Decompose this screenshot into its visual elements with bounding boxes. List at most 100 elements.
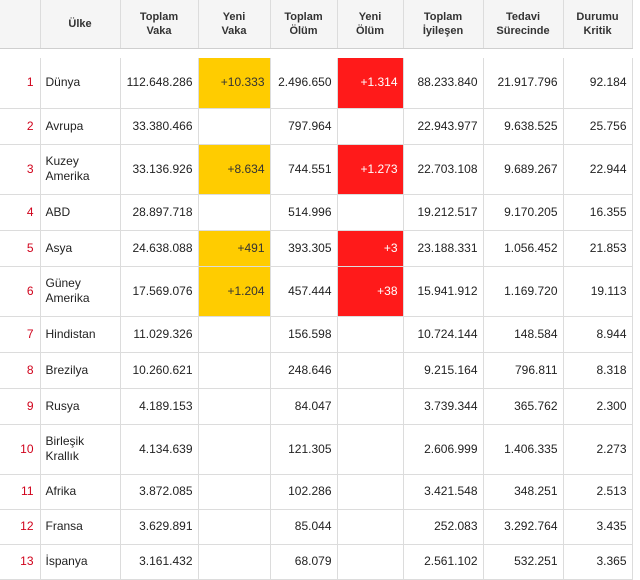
- header-new-deaths[interactable]: Yeni Ölüm: [337, 0, 404, 49]
- critical-cell: 22.944: [563, 144, 633, 195]
- total-cases-cell: 3.872.085: [120, 474, 199, 510]
- rank-cell: 6: [0, 266, 41, 317]
- country-cell: Fransa: [40, 509, 121, 545]
- table-row[interactable]: 2 Avrupa 33.380.466 797.964 22.943.977 9.638.…: [0, 108, 633, 145]
- new-cases-cell: [198, 388, 271, 425]
- table-row[interactable]: 9 Rusya 4.189.153 84.047 3.739.344 365.762 2.3…: [0, 388, 633, 425]
- total-recovered-cell: 22.703.108: [403, 144, 484, 195]
- total-recovered-cell: 22.943.977: [403, 108, 484, 145]
- table-row[interactable]: 1 Dünya 112.648.286 +10.333 2.496.650 +1.314 8…: [0, 58, 633, 109]
- table-row[interactable]: 7 Hindistan 11.029.326 156.598 10.724.144 148…: [0, 316, 633, 353]
- total-deaths-cell: 393.305: [270, 230, 338, 267]
- table-row[interactable]: 3 Kuzey Amerika 33.136.926 +8.634 744.551 +1.…: [0, 144, 633, 195]
- critical-cell: 21.853: [563, 230, 633, 267]
- critical-cell: 19.113: [563, 266, 633, 317]
- header-active-cases[interactable]: Tedavi Sürecinde: [483, 0, 564, 49]
- active-cases-cell: 21.917.796: [483, 58, 564, 109]
- critical-cell: 8.944: [563, 316, 633, 353]
- new-deaths-cell: [337, 424, 404, 475]
- rank-cell: 2: [0, 108, 41, 145]
- new-deaths-cell: [337, 509, 404, 545]
- table-row[interactable]: 6 Güney Amerika 17.569.076 +1.204 457.444 +38…: [0, 266, 633, 317]
- total-recovered-cell: 88.233.840: [403, 58, 484, 109]
- total-cases-cell: 24.638.088: [120, 230, 199, 267]
- new-deaths-cell: [337, 352, 404, 389]
- new-cases-cell: [198, 108, 271, 145]
- total-deaths-cell: 121.305: [270, 424, 338, 475]
- header-total-deaths[interactable]: Toplam Ölüm: [270, 0, 338, 49]
- critical-cell: 2.273: [563, 424, 633, 475]
- total-deaths-cell: 156.598: [270, 316, 338, 353]
- table-spacer-row: [0, 48, 632, 58]
- total-cases-cell: 3.161.432: [120, 544, 199, 580]
- critical-cell: 92.184: [563, 58, 633, 109]
- total-deaths-cell: 84.047: [270, 388, 338, 425]
- total-cases-cell: 33.136.926: [120, 144, 199, 195]
- total-deaths-cell: 514.996: [270, 194, 338, 231]
- active-cases-cell: 9.638.525: [483, 108, 564, 145]
- table-row[interactable]: 8 Brezilya 10.260.621 248.646 9.215.164 796.8…: [0, 352, 633, 389]
- new-cases-cell: +8.634: [198, 144, 271, 195]
- new-deaths-cell: +1.273: [337, 144, 404, 195]
- rank-cell: 8: [0, 352, 41, 389]
- header-critical[interactable]: Durumu Kritik: [563, 0, 633, 49]
- new-deaths-cell: [337, 388, 404, 425]
- active-cases-cell: 9.689.267: [483, 144, 564, 195]
- active-cases-cell: 365.762: [483, 388, 564, 425]
- total-deaths-cell: 744.551: [270, 144, 338, 195]
- table-row[interactable]: 12 Fransa 3.629.891 85.044 252.083 3.292.764 3…: [0, 509, 633, 545]
- total-cases-cell: 28.897.718: [120, 194, 199, 231]
- country-cell: Kuzey Amerika: [40, 144, 121, 195]
- total-recovered-cell: 2.606.999: [403, 424, 484, 475]
- rank-cell: 13: [0, 544, 41, 580]
- table-row[interactable]: 5 Asya 24.638.088 +491 393.305 +3 23.188.331 1.…: [0, 230, 633, 267]
- rank-cell: 3: [0, 144, 41, 195]
- header-new-cases[interactable]: Yeni Vaka: [198, 0, 271, 49]
- new-deaths-cell: [337, 544, 404, 580]
- total-recovered-cell: 23.188.331: [403, 230, 484, 267]
- table-row[interactable]: 13 İspanya 3.161.432 68.079 2.561.102 532.251…: [0, 544, 633, 580]
- critical-cell: 16.355: [563, 194, 633, 231]
- table-row[interactable]: 11 Afrika 3.872.085 102.286 3.421.548 348.251…: [0, 474, 633, 510]
- country-cell: Birleşik Krallık: [40, 424, 121, 475]
- total-recovered-cell: 3.739.344: [403, 388, 484, 425]
- active-cases-cell: 148.584: [483, 316, 564, 353]
- country-cell: ABD: [40, 194, 121, 231]
- table-row[interactable]: 4 ABD 28.897.718 514.996 19.212.517 9.170.205…: [0, 194, 633, 231]
- country-cell: Rusya: [40, 388, 121, 425]
- critical-cell: 2.513: [563, 474, 633, 510]
- active-cases-cell: 3.292.764: [483, 509, 564, 545]
- rank-cell: 10: [0, 424, 41, 475]
- rank-cell: 5: [0, 230, 41, 267]
- active-cases-cell: 796.811: [483, 352, 564, 389]
- country-cell: Afrika: [40, 474, 121, 510]
- total-recovered-cell: 2.561.102: [403, 544, 484, 580]
- country-cell: Brezilya: [40, 352, 121, 389]
- total-recovered-cell: 10.724.144: [403, 316, 484, 353]
- new-cases-cell: +491: [198, 230, 271, 267]
- new-cases-cell: [198, 316, 271, 353]
- total-recovered-cell: 252.083: [403, 509, 484, 545]
- critical-cell: 3.435: [563, 509, 633, 545]
- active-cases-cell: 9.170.205: [483, 194, 564, 231]
- total-cases-cell: 112.648.286: [120, 58, 199, 109]
- header-total-cases[interactable]: Toplam Vaka: [120, 0, 199, 49]
- new-deaths-cell: [337, 474, 404, 510]
- rank-cell: 4: [0, 194, 41, 231]
- country-cell: Asya: [40, 230, 121, 267]
- country-cell: Dünya: [40, 58, 121, 109]
- country-cell: İspanya: [40, 544, 121, 580]
- country-cell: Güney Amerika: [40, 266, 121, 317]
- header-country[interactable]: Ülke: [40, 0, 121, 49]
- new-deaths-cell: +38: [337, 266, 404, 317]
- table-row[interactable]: 10 Birleşik Krallık 4.134.639 121.305 2.606.…: [0, 424, 633, 475]
- total-deaths-cell: 2.496.650: [270, 58, 338, 109]
- header-total-recovered[interactable]: Toplam İyileşen: [403, 0, 484, 49]
- table-header-row: Ülke Toplam Vaka Yeni Vaka Toplam Ölüm Y…: [0, 0, 633, 49]
- total-cases-cell: 3.629.891: [120, 509, 199, 545]
- total-deaths-cell: 68.079: [270, 544, 338, 580]
- header-rank: [0, 0, 41, 49]
- new-cases-cell: [198, 352, 271, 389]
- total-recovered-cell: 3.421.548: [403, 474, 484, 510]
